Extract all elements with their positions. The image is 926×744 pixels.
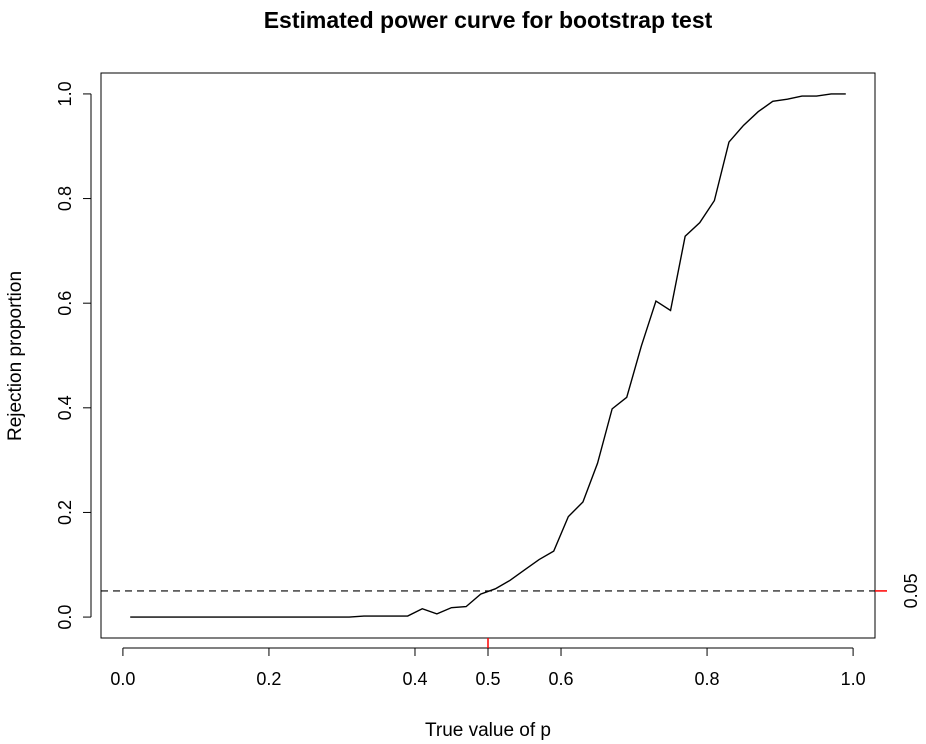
y-tick-label: 0.4 [55,395,75,420]
chart-title: Estimated power curve for bootstrap test [264,7,713,33]
y-tick-label: 0.6 [55,291,75,316]
y-tick-label: 0.0 [55,605,75,630]
x-tick-label: 0.4 [402,669,427,689]
y-tick-label: 0.2 [55,500,75,525]
y-tick-label: 0.8 [55,186,75,211]
y-tick-label: 1.0 [55,81,75,106]
x-tick-label: 0.6 [549,669,574,689]
power-curve-line [130,93,846,618]
x-tick-label: 0.0 [110,669,135,689]
plot-frame [100,72,876,639]
x-tick-label: 0.5 [475,669,500,689]
x-axis-label: True value of p [425,720,551,741]
x-tick-label: 0.2 [256,669,281,689]
x-axis: 0.0 0.2 0.4 0.5 0.6 0.8 1.0 [110,647,866,689]
x-tick-label: 1.0 [841,669,866,689]
y-axis: 0.0 0.2 0.4 0.6 0.8 1.0 [55,81,92,630]
x-tick-label: 0.8 [695,669,720,689]
reference-label: 0.05 [901,573,921,608]
y-axis-label: Rejection proportion [5,271,26,441]
